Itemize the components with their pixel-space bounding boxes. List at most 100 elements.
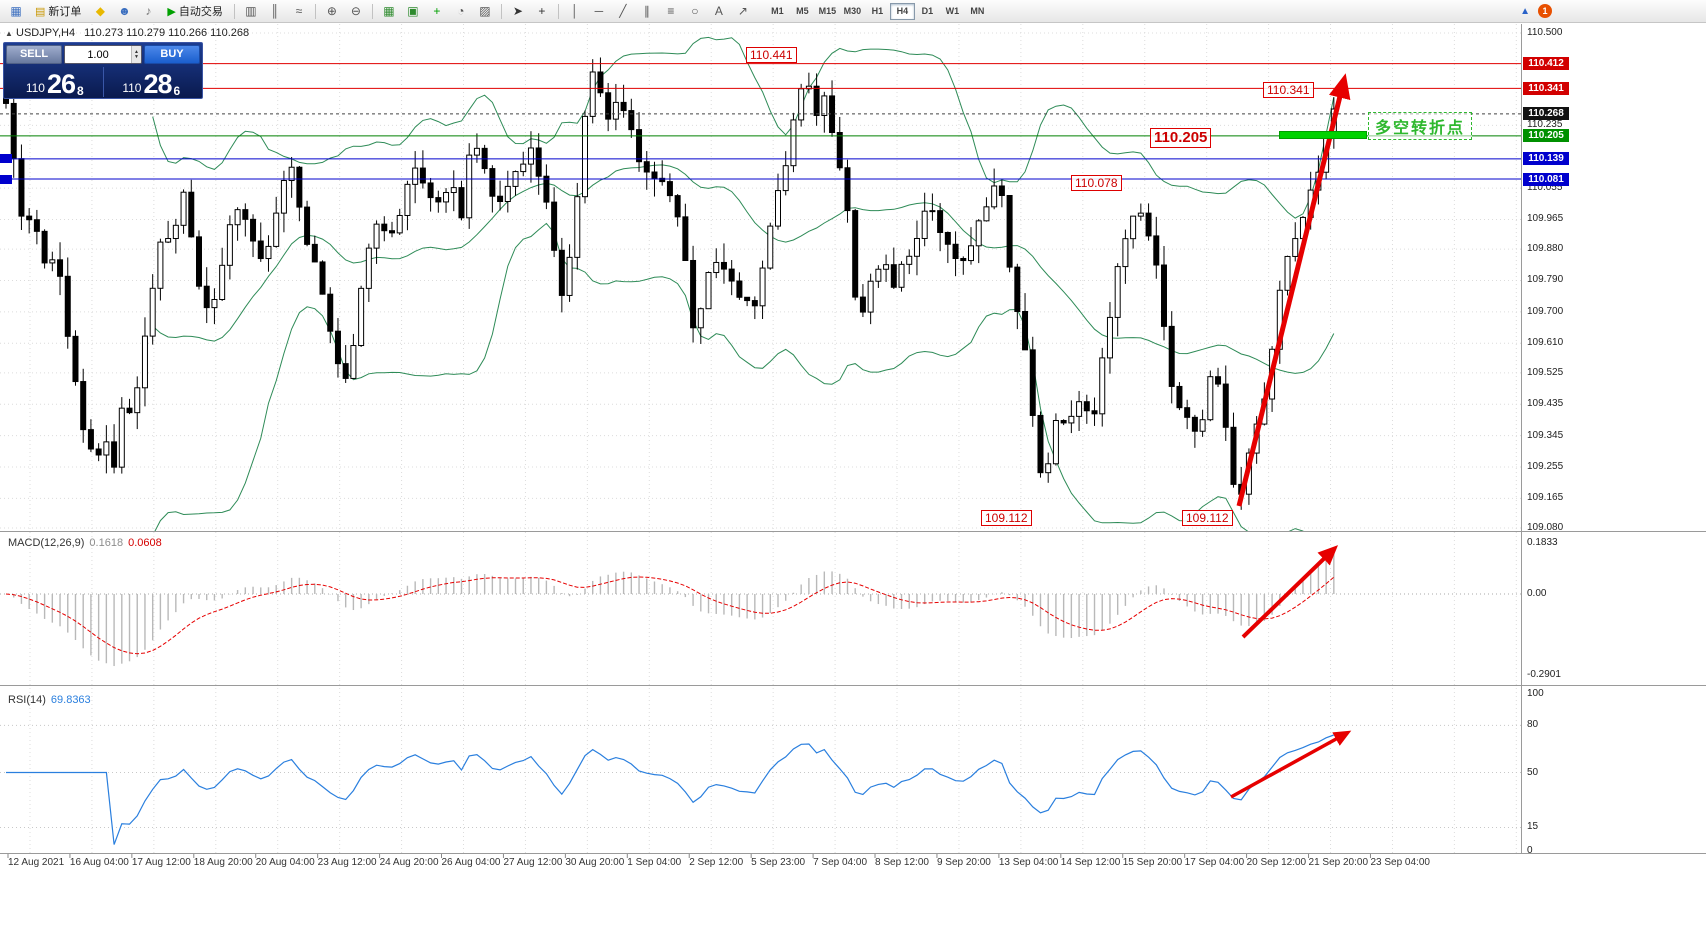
trendline-icon[interactable]: ╱ <box>612 1 634 21</box>
zoom-out-icon[interactable]: ⊖ <box>345 1 367 21</box>
timeframe-m5[interactable]: M5 <box>790 3 815 20</box>
text-icon[interactable]: A <box>708 1 730 21</box>
periods-icon: ◔ <box>457 4 465 18</box>
alerts-icon: ♪ <box>145 4 152 18</box>
buy-price-prefix: 110 <box>122 81 142 95</box>
bollinger-bands <box>152 36 1335 531</box>
toolbar-button-label: 自动交易 <box>178 6 223 18</box>
one-click-trading-panel: SELL ▲ ▼ BUY 110 26 8 110 28 6 <box>3 42 203 99</box>
cursor-icon[interactable]: ➤ <box>507 1 529 21</box>
horizontal-line-icon[interactable]: ─ <box>588 1 610 21</box>
toolbar-separator <box>557 3 559 19</box>
new-order-button[interactable]: ▤ 新订单 <box>29 1 87 21</box>
time-axis-ticks <box>7 854 1371 858</box>
volume-spinner: ▲ ▼ <box>131 46 141 63</box>
line-chart-icon[interactable]: ≈ <box>288 1 310 21</box>
candlestick-chart-icon: ║ <box>270 4 280 18</box>
trendline-icon: ╱ <box>619 4 627 18</box>
macd-layer <box>0 551 1521 667</box>
candles-layer <box>3 57 1337 510</box>
timeframe-d1[interactable]: D1 <box>915 3 940 20</box>
zoom-in-icon: ⊕ <box>326 4 337 18</box>
tile-windows-icon: ▦ <box>383 4 395 18</box>
volume-field: ▲ ▼ <box>64 45 142 64</box>
crosshair-icon[interactable]: + <box>531 1 553 21</box>
toolbar-separator <box>500 3 502 19</box>
cascade-windows-icon[interactable]: ▣ <box>402 1 424 21</box>
channel-icon[interactable]: ∥ <box>636 1 658 21</box>
sell-button[interactable]: SELL <box>6 45 62 64</box>
sell-price-big: 26 <box>46 69 76 99</box>
zoom-out-icon: ⊖ <box>350 4 361 18</box>
grid-layer <box>0 24 1521 853</box>
buy-price: 110 28 6 <box>104 69 200 99</box>
arrows-icon: ↗ <box>737 4 748 18</box>
profile-icon[interactable]: ☻ <box>113 1 135 21</box>
price-divider <box>102 67 104 97</box>
shapes-icon: ○ <box>691 4 699 18</box>
buy-price-big: 28 <box>143 69 172 99</box>
bar-chart-icon: ▥ <box>245 4 257 18</box>
arrows-icon[interactable]: ↗ <box>732 1 754 21</box>
toolbar: ▦ ▤ 新订单 ◆ ☻ ♪ ▶ 自动交易 ▥ ║ ≈ ⊕ ⊖ ▦ ▣ + ◔ ▨ ➤ + │ ─ ╱ ∥ ≡ ○ A ↗ M1 M5 M15… <box>0 0 1706 23</box>
rsi-layer <box>0 724 1521 845</box>
templates-icon: ▨ <box>479 4 491 18</box>
templates-icon[interactable]: ▨ <box>474 1 496 21</box>
trade-panel-controls: SELL ▲ ▼ BUY <box>6 45 200 64</box>
app-icon[interactable]: ▦ <box>5 1 27 21</box>
sell-price-prefix: 110 <box>25 81 45 95</box>
auto-trading-icon: ▶ <box>167 5 176 18</box>
timeframe-m30[interactable]: M30 <box>840 3 865 20</box>
fibonacci-icon: ≡ <box>667 4 675 18</box>
volume-down-icon[interactable]: ▼ <box>134 53 139 60</box>
line-chart-icon: ≈ <box>295 4 303 18</box>
toolbar-separator <box>314 3 316 19</box>
timeframe-w1[interactable]: W1 <box>940 3 965 20</box>
timeframe-h4[interactable]: H4 <box>889 2 915 20</box>
timeframe-group: M1 M5 M15 M30 H1 H4 D1 W1 MN <box>765 2 990 20</box>
charts-icon: ◆ <box>95 4 106 18</box>
toolbar-separator <box>233 3 235 19</box>
volume-up-icon[interactable]: ▲ <box>134 48 139 55</box>
vertical-line-icon[interactable]: │ <box>564 1 586 21</box>
alerts-icon[interactable]: ♪ <box>137 1 159 21</box>
quote-prices: 110 26 8 110 28 6 <box>6 64 200 99</box>
timeframe-mn[interactable]: MN <box>965 3 990 20</box>
timeframe-m15[interactable]: M15 <box>815 3 840 20</box>
crosshair-icon: + <box>538 4 546 18</box>
cascade-windows-icon: ▣ <box>407 4 419 18</box>
volume-input[interactable] <box>65 46 132 63</box>
buy-price-pip: 6 <box>173 84 181 98</box>
sell-price-pip: 8 <box>77 84 84 98</box>
cursor-icon: ➤ <box>512 4 523 18</box>
indicators-icon[interactable]: + <box>426 1 448 21</box>
trend-arrows <box>1230 73 1352 799</box>
periods-icon[interactable]: ◔ <box>450 1 472 21</box>
scroll-up-icon[interactable]: ▲ <box>1520 5 1530 17</box>
buy-button[interactable]: BUY <box>144 45 200 64</box>
timeframe-h1[interactable]: H1 <box>865 3 890 20</box>
new-order-icon: ▤ <box>35 5 46 18</box>
timeframe-m1[interactable]: M1 <box>765 3 790 20</box>
horizontal-lines <box>0 63 1521 180</box>
notification-badge[interactable]: 1 <box>1538 4 1552 18</box>
zoom-in-icon[interactable]: ⊕ <box>321 1 343 21</box>
shapes-icon[interactable]: ○ <box>684 1 706 21</box>
auto-trading-button[interactable]: ▶ 自动交易 <box>161 1 228 21</box>
text-icon: A <box>714 4 723 18</box>
candlestick-chart-icon[interactable]: ║ <box>264 1 286 21</box>
channel-icon: ∥ <box>643 4 650 18</box>
pane-separators <box>0 24 1706 854</box>
indicators-icon: + <box>433 4 441 18</box>
bar-chart-icon[interactable]: ▥ <box>240 1 262 21</box>
charts-icon[interactable]: ◆ <box>89 1 111 21</box>
horizontal-line-icon: ─ <box>594 4 604 18</box>
fibonacci-icon[interactable]: ≡ <box>660 1 682 21</box>
tile-windows-icon[interactable]: ▦ <box>378 1 400 21</box>
profile-icon: ☻ <box>118 4 131 18</box>
toolbar-button-label: 新订单 <box>48 6 82 18</box>
sell-price: 110 26 8 <box>7 69 103 99</box>
vertical-line-icon: │ <box>571 4 579 18</box>
app-icon: ▦ <box>10 4 22 18</box>
